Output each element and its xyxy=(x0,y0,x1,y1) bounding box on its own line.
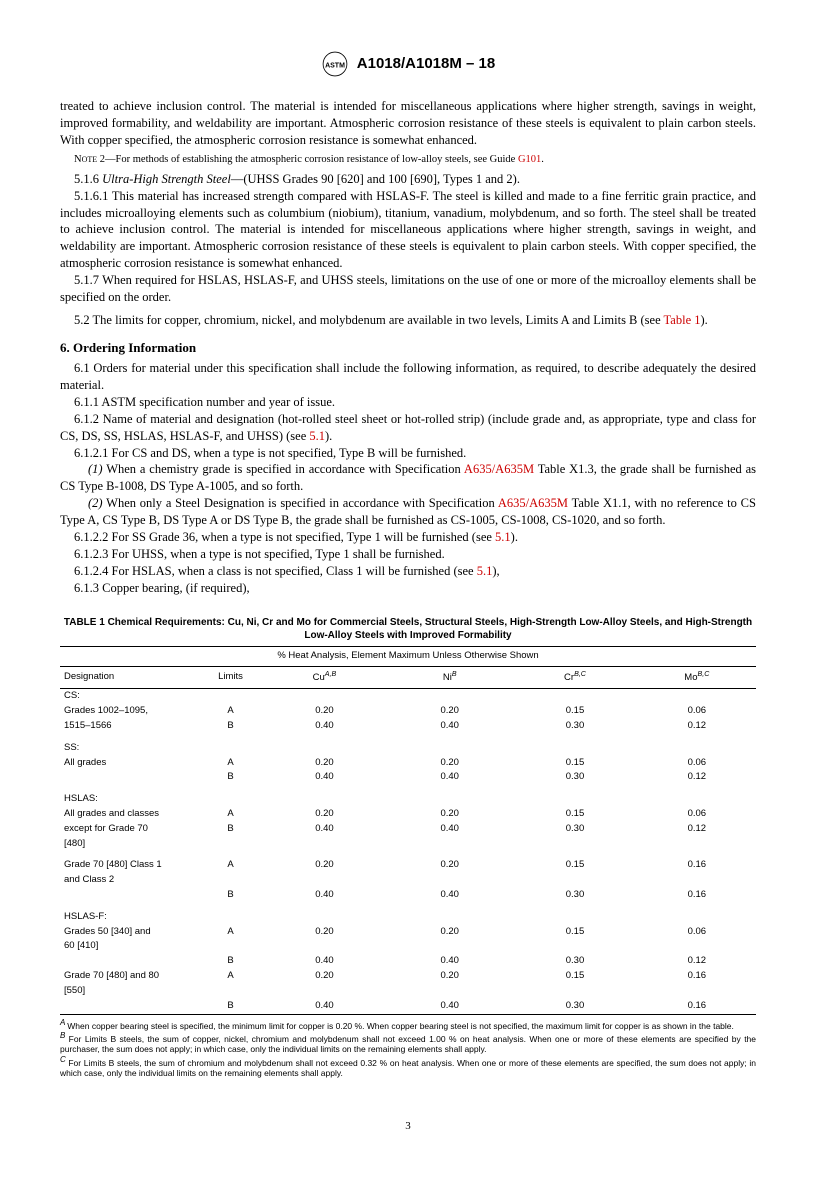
i1-num: (1) xyxy=(88,462,103,476)
table-row: and Class 2 xyxy=(60,873,756,888)
p52-post: ). xyxy=(701,313,708,327)
table-row: B0.400.400.300.16 xyxy=(60,888,756,903)
p61: 6.1 Orders for material under this speci… xyxy=(60,360,756,394)
i2-pre: When only a Steel Designation is specifi… xyxy=(106,496,498,510)
p6122-pre: 6.1.2.2 For SS Grade 36, when a type is … xyxy=(74,530,495,544)
p-i2: (2) When only a Steel Designation is spe… xyxy=(60,495,756,529)
note2-post: . xyxy=(541,154,544,165)
footnote-a: A When copper bearing steel is specified… xyxy=(60,1018,756,1031)
table-row: HSLAS-F: xyxy=(60,903,756,925)
p6124-pre: 6.1.2.4 For HSLAS, when a class is not s… xyxy=(74,564,477,578)
footnote-b: B For Limits B steels, the sum of copper… xyxy=(60,1031,756,1055)
p611: 6.1.1 ASTM specification number and year… xyxy=(60,394,756,411)
p6123: 6.1.2.3 For UHSS, when a type is not spe… xyxy=(60,546,756,563)
table1-header-row: Designation Limits CuA,B NiB CrB,C MoB,C xyxy=(60,667,756,689)
link-a635-1[interactable]: A635/A635M xyxy=(464,462,534,476)
col-mo: MoB,C xyxy=(638,667,756,689)
link-51a[interactable]: 5.1 xyxy=(309,429,325,443)
p612-post: ). xyxy=(325,429,332,443)
page-number: 3 xyxy=(60,1119,756,1134)
i1-pre: When a chemistry grade is specified in a… xyxy=(106,462,464,476)
table-row: 1515–1566B0.400.400.300.12 xyxy=(60,719,756,734)
p517: 5.1.7 When required for HSLAS, HSLAS-F, … xyxy=(60,272,756,306)
table-row: [550] xyxy=(60,984,756,999)
col-cr: CrB,C xyxy=(512,667,637,689)
link-a635-2[interactable]: A635/A635M xyxy=(498,496,568,510)
doc-header: ASTM A1018/A1018M – 18 xyxy=(60,50,756,78)
col-cu: CuA,B xyxy=(262,667,387,689)
p6124-post: ), xyxy=(492,564,499,578)
link-51c[interactable]: 5.1 xyxy=(477,564,493,578)
p516: 5.1.6 Ultra-High Strength Steel—(UHSS Gr… xyxy=(60,171,756,188)
table-row: SS: xyxy=(60,734,756,756)
table-row: HSLAS: xyxy=(60,785,756,807)
link-table1[interactable]: Table 1 xyxy=(664,313,701,327)
table1: % Heat Analysis, Element Maximum Unless … xyxy=(60,646,756,1014)
table-row: All grades and classesA0.200.200.150.06 xyxy=(60,807,756,822)
table1-subhead: % Heat Analysis, Element Maximum Unless … xyxy=(60,647,756,667)
p52: 5.2 The limits for copper, chromium, nic… xyxy=(60,312,756,329)
svg-text:ASTM: ASTM xyxy=(325,63,345,70)
table-row: B0.400.400.300.12 xyxy=(60,954,756,969)
p612-pre: 6.1.2 Name of material and designation (… xyxy=(60,412,756,443)
col-designation: Designation xyxy=(60,667,199,689)
table-row: B0.400.400.300.12 xyxy=(60,770,756,785)
link-51b[interactable]: 5.1 xyxy=(495,530,511,544)
table-row: Grades 1002–1095,A0.200.200.150.06 xyxy=(60,704,756,719)
link-g101[interactable]: G101 xyxy=(518,154,541,165)
table-row: except for Grade 70B0.400.400.300.12 xyxy=(60,822,756,837)
doc-title: A1018/A1018M – 18 xyxy=(357,54,495,74)
table-row: Grade 70 [480] Class 1A0.200.200.150.16 xyxy=(60,851,756,873)
p6122-post: ). xyxy=(511,530,518,544)
table-row: 60 [410] xyxy=(60,939,756,954)
p613: 6.1.3 Copper bearing, (if required), xyxy=(60,580,756,597)
table1-title: TABLE 1 Chemical Requirements: Cu, Ni, C… xyxy=(60,616,756,642)
note2: NOTE 2—For methods of establishing the a… xyxy=(60,153,756,167)
table1-footnotes: A When copper bearing steel is specified… xyxy=(60,1018,756,1080)
astm-logo: ASTM xyxy=(321,50,349,78)
p5161: 5.1.6.1 This material has increased stre… xyxy=(60,188,756,272)
section-6-head: 6. Ordering Information xyxy=(60,339,756,357)
intro-para: treated to achieve inclusion control. Th… xyxy=(60,98,756,149)
col-limits: Limits xyxy=(199,667,262,689)
p52-pre: 5.2 The limits for copper, chromium, nic… xyxy=(74,313,664,327)
table-row: CS: xyxy=(60,689,756,704)
note2-text: 2—For methods of establishing the atmosp… xyxy=(100,154,518,165)
col-ni: NiB xyxy=(387,667,512,689)
table-row: Grade 70 [480] and 80A0.200.200.150.16 xyxy=(60,969,756,984)
p6122: 6.1.2.2 For SS Grade 36, when a type is … xyxy=(60,529,756,546)
table-row: B0.400.400.300.16 xyxy=(60,999,756,1014)
p-i1: (1) When a chemistry grade is specified … xyxy=(60,461,756,495)
i2-num: (2) xyxy=(88,496,103,510)
p6121: 6.1.2.1 For CS and DS, when a type is no… xyxy=(60,445,756,462)
table-row: [480] xyxy=(60,837,756,852)
table-row: All gradesA0.200.200.150.06 xyxy=(60,756,756,771)
p6124: 6.1.2.4 For HSLAS, when a class is not s… xyxy=(60,563,756,580)
footnote-c: C For Limits B steels, the sum of chromi… xyxy=(60,1055,756,1079)
p612: 6.1.2 Name of material and designation (… xyxy=(60,411,756,445)
table-row: Grades 50 [340] andA0.200.200.150.06 xyxy=(60,925,756,940)
